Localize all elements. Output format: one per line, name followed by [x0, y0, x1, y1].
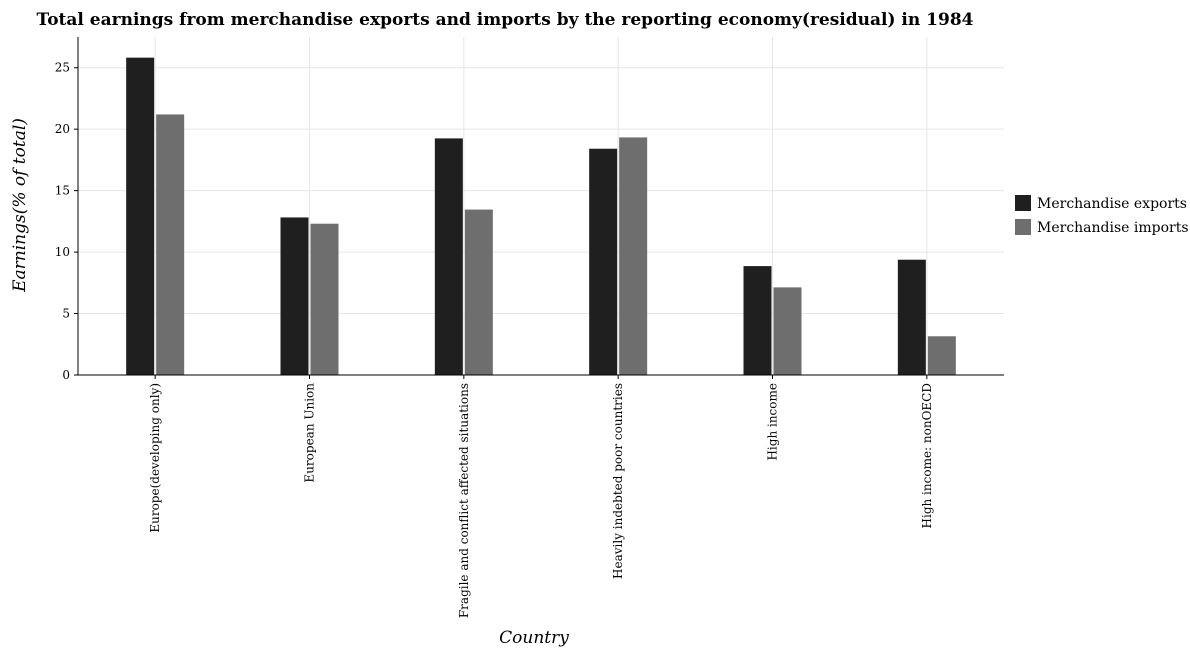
bar-exports [126, 57, 155, 375]
chart-title: Total earnings from merchandise exports … [37, 10, 974, 30]
x-axis-label: Country [499, 628, 569, 648]
x-tick-label: Europe(developing only) [148, 383, 162, 533]
bar-imports [619, 137, 648, 375]
bar-exports [897, 259, 926, 375]
legend: Merchandise exports Merchandise imports [1015, 195, 1189, 236]
bar-imports [773, 287, 802, 375]
x-tick-label: High income [766, 383, 780, 461]
x-tick-label: Heavily indebted poor countries [611, 383, 625, 579]
y-tick-label: 0 [62, 368, 70, 382]
bar-exports [434, 138, 463, 375]
plot-area: 0 5 10 15 20 25 Europe(developing only) Europea… [55, 37, 1004, 618]
x-tick-label: European Union [303, 383, 317, 483]
y-tick-label: 15 [55, 184, 70, 198]
bar-exports [589, 148, 618, 375]
legend-swatch [1015, 219, 1031, 235]
y-tick-label: 5 [62, 307, 70, 321]
y-axis-label: Earnings(% of total) [10, 118, 30, 293]
legend-label: Merchandise exports [1037, 196, 1187, 212]
bar-exports [280, 217, 309, 375]
bar-exports [743, 266, 772, 375]
x-tick-label: High income: nonOECD [920, 383, 934, 528]
bar-imports [464, 209, 493, 375]
bar-imports [927, 336, 956, 375]
legend-swatch [1015, 195, 1031, 211]
y-tick-label: 20 [55, 122, 70, 136]
y-tick-label: 25 [55, 61, 70, 75]
y-tick-label: 10 [55, 245, 70, 259]
bar-imports [156, 114, 185, 375]
legend-label: Merchandise imports [1037, 220, 1189, 236]
x-tick-label: Fragile and conflict affected situations [457, 383, 471, 618]
bar-imports [310, 223, 339, 375]
